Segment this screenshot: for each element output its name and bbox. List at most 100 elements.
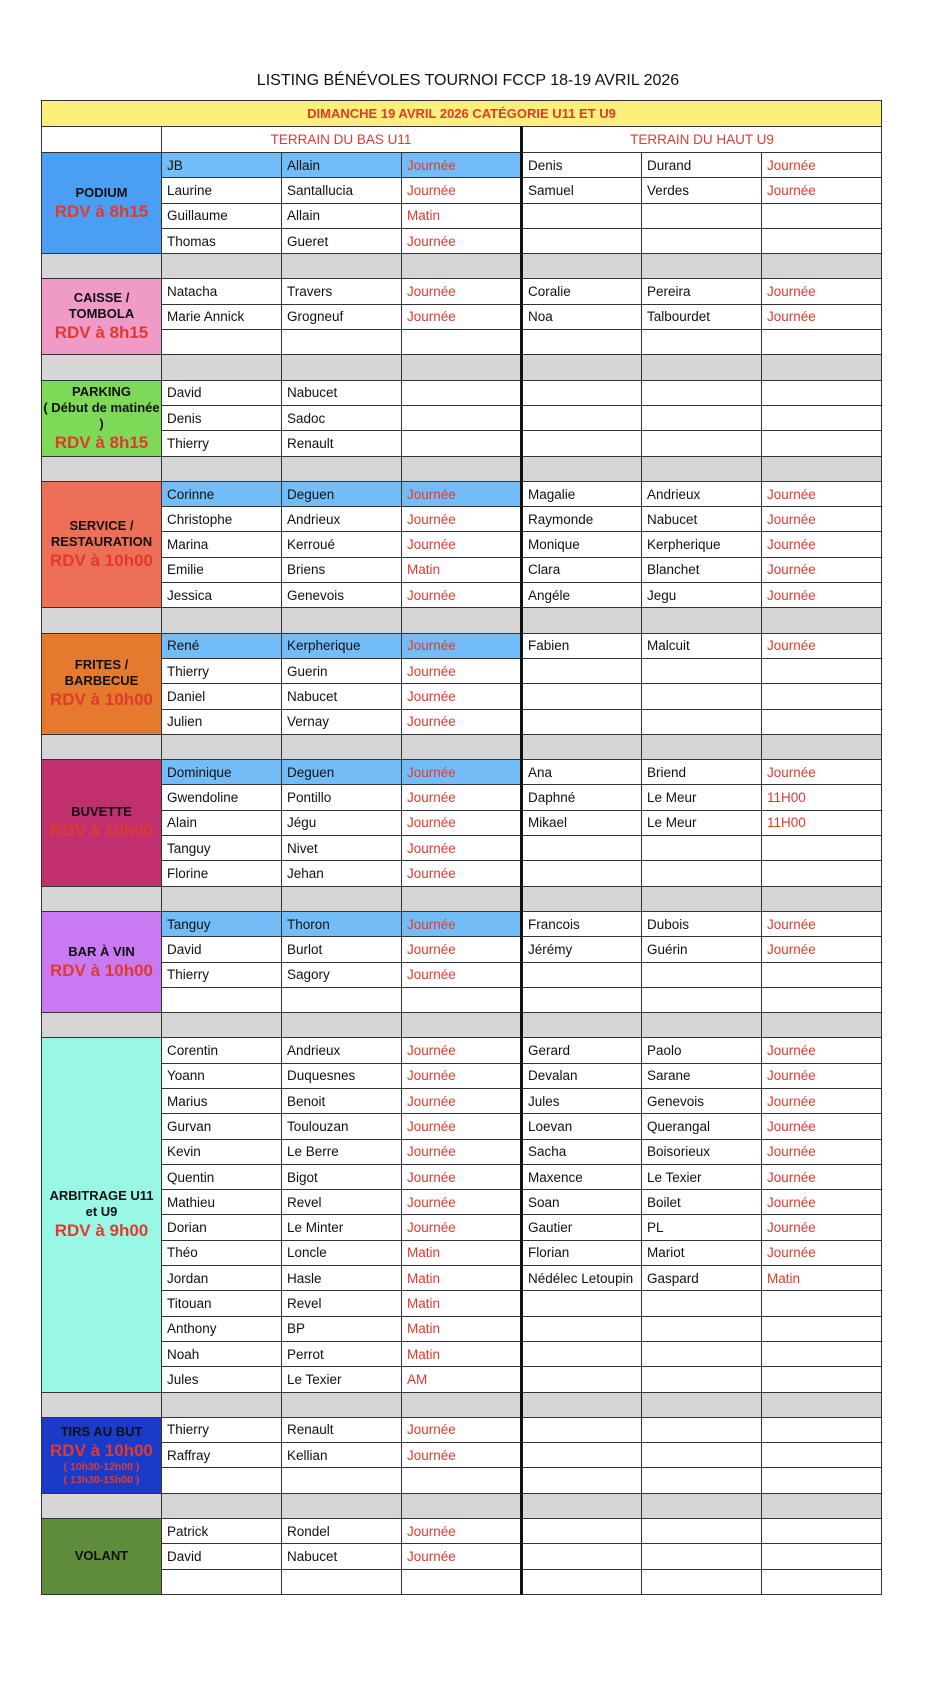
first-name: Dominique (161, 759, 282, 786)
last-name: Jehan (281, 860, 402, 887)
last-name: Renault (281, 430, 402, 457)
table-row: Daniel Nabucet Journée (42, 683, 883, 710)
section-name: CAISSE / TOMBOLA (68, 290, 135, 322)
gap-cell (760, 607, 883, 634)
last-name: Pereira (641, 278, 762, 305)
gap-row (41, 885, 883, 912)
table-row: Tanguy Nivet Journée (42, 835, 883, 862)
first-name: Mikael (520, 809, 642, 837)
time-slot (401, 329, 522, 356)
time-slot (760, 835, 883, 862)
last-name: PL (641, 1214, 762, 1241)
time-slot: Journée (760, 303, 883, 331)
time-slot: Journée (760, 1087, 883, 1115)
time-slot: Journée (760, 1138, 883, 1165)
last-name: Sagory (281, 961, 402, 988)
gap-cell (641, 455, 762, 482)
last-name: Paolo (641, 1037, 762, 1064)
gap-cell (41, 1391, 162, 1418)
first-name (520, 1340, 642, 1368)
gap-cell (520, 354, 642, 381)
table-row: BUVETTE RDV à 10h00 Dominique Deguen Journée… (41, 759, 883, 887)
table-row: Quentin Bigot Journée Maxence Le Texier Journ… (42, 1163, 883, 1191)
time-slot: AM (401, 1366, 522, 1393)
last-name: Travers (281, 278, 402, 305)
gap-cell (281, 607, 402, 634)
gap-row (41, 733, 883, 761)
first-name: JB (161, 151, 282, 179)
first-name: Gerard (520, 1037, 642, 1064)
first-name (161, 329, 282, 356)
first-name: Julien (161, 708, 282, 735)
last-name: Nabucet (641, 506, 762, 533)
gap-cell (161, 253, 282, 280)
first-name: Marina (161, 531, 282, 558)
table-row: David Burlot Journée Jérémy Guérin Journée (42, 936, 883, 963)
first-name: Thomas (161, 227, 282, 255)
table-row: Titouan Revel Matin (42, 1290, 883, 1317)
time-slot: Journée (760, 759, 883, 786)
time-slot (760, 1366, 883, 1393)
gap-row (41, 253, 883, 280)
last-name: Kellian (281, 1442, 402, 1469)
gap-cell (281, 354, 402, 381)
last-name: Sadoc (281, 404, 402, 432)
gap-cell (281, 253, 402, 280)
time-slot (760, 1568, 883, 1595)
gap-cell (281, 455, 402, 482)
last-name (641, 860, 762, 887)
first-name: Jérémy (520, 936, 642, 963)
time-slot: Journée (401, 961, 522, 988)
first-name: Fabien (520, 632, 642, 659)
table-row: TIRS AU BUT RDV à 10h00( 10h30-12h00 )( 1… (41, 1416, 883, 1494)
last-name (281, 1467, 402, 1494)
time-slot: Journée (760, 480, 883, 508)
first-name: David (161, 379, 282, 406)
gap-row (41, 455, 883, 482)
time-slot: Journée (760, 506, 883, 533)
time-slot: Journée (401, 809, 522, 837)
gap-cell (161, 607, 282, 634)
last-name: Briend (641, 759, 762, 786)
time-slot: Journée (401, 683, 522, 710)
gap-cell (161, 733, 282, 761)
table-row: FRITES / BARBECUE RDV à 10h00 René Kerpheri… (41, 632, 883, 735)
table-row: Laurine Santallucia Journée Samuel Verdes Jou… (42, 177, 883, 204)
time-slot (760, 227, 883, 255)
time-slot: Journée (401, 1062, 522, 1089)
table-row: Alain Jégu Journée Mikael Le Meur 11H00 (42, 809, 883, 837)
time-slot: Journée (401, 531, 522, 558)
first-name: Jules (520, 1087, 642, 1115)
time-slot: Journée (401, 860, 522, 887)
last-name: Le Meur (641, 809, 762, 837)
time-slot (760, 708, 883, 735)
time-slot: Matin (401, 1315, 522, 1342)
table-row: Anthony BP Matin (42, 1315, 883, 1342)
first-name: Gurvan (161, 1113, 282, 1140)
table-row (42, 329, 883, 356)
first-name: Nédélec Letoupin (520, 1265, 642, 1292)
gap-cell (641, 607, 762, 634)
time-slot: Journée (760, 531, 883, 558)
first-name: Maxence (520, 1163, 642, 1191)
section-label: BAR À VIN RDV à 10h00 (41, 910, 162, 1014)
time-slot: Journée (401, 632, 522, 659)
last-name (641, 202, 762, 229)
first-name: Francois (520, 910, 642, 938)
time-slot: Journée (401, 151, 522, 179)
table-row: Mathieu Revel Journée Soan Boilet Journée (42, 1189, 883, 1216)
last-name: Boisorieux (641, 1138, 762, 1165)
first-name: Gwendoline (161, 784, 282, 811)
table-row: Théo Loncle Matin Florian Mariot Journée (42, 1239, 883, 1267)
table-row: Marie Annick Grogneuf Journée Noa Talbourdet… (42, 303, 883, 331)
section-label: SERVICE / RESTAURATION RDV à 10h00 (41, 480, 162, 609)
gap-cell (41, 354, 162, 381)
terrain-bas-header: TERRAIN DU BAS U11 (161, 126, 522, 153)
gap-cell (641, 885, 762, 912)
time-slot: Journée (760, 1214, 883, 1241)
last-name (641, 1518, 762, 1545)
gap-cell (41, 607, 162, 634)
time-slot: Journée (401, 582, 522, 609)
gap-cell (760, 354, 883, 381)
time-slot: Journée (401, 784, 522, 811)
